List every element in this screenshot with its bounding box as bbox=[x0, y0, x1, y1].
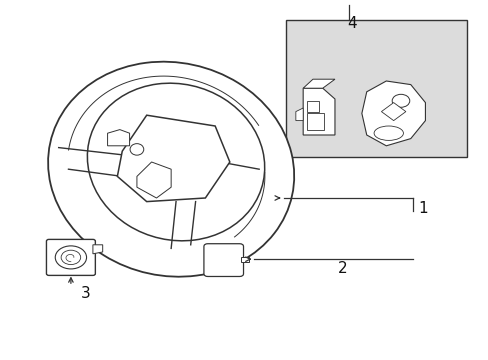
Circle shape bbox=[391, 94, 409, 107]
Polygon shape bbox=[117, 115, 229, 202]
FancyBboxPatch shape bbox=[306, 101, 319, 112]
Polygon shape bbox=[303, 79, 334, 88]
FancyBboxPatch shape bbox=[203, 244, 243, 276]
Polygon shape bbox=[93, 245, 102, 254]
Polygon shape bbox=[137, 162, 171, 198]
Ellipse shape bbox=[373, 126, 403, 140]
Text: 1: 1 bbox=[417, 201, 427, 216]
Polygon shape bbox=[381, 103, 405, 121]
Polygon shape bbox=[361, 81, 425, 146]
Ellipse shape bbox=[48, 62, 294, 277]
Polygon shape bbox=[107, 130, 129, 146]
FancyBboxPatch shape bbox=[285, 20, 466, 157]
Text: 2: 2 bbox=[337, 261, 346, 276]
Polygon shape bbox=[303, 88, 334, 135]
FancyBboxPatch shape bbox=[240, 257, 249, 262]
Text: 4: 4 bbox=[346, 16, 356, 31]
FancyBboxPatch shape bbox=[306, 113, 324, 130]
Polygon shape bbox=[295, 108, 303, 121]
Ellipse shape bbox=[130, 144, 143, 155]
Circle shape bbox=[61, 250, 81, 265]
Circle shape bbox=[55, 246, 86, 269]
Ellipse shape bbox=[87, 83, 264, 241]
FancyBboxPatch shape bbox=[46, 239, 95, 275]
Text: 3: 3 bbox=[81, 286, 90, 301]
